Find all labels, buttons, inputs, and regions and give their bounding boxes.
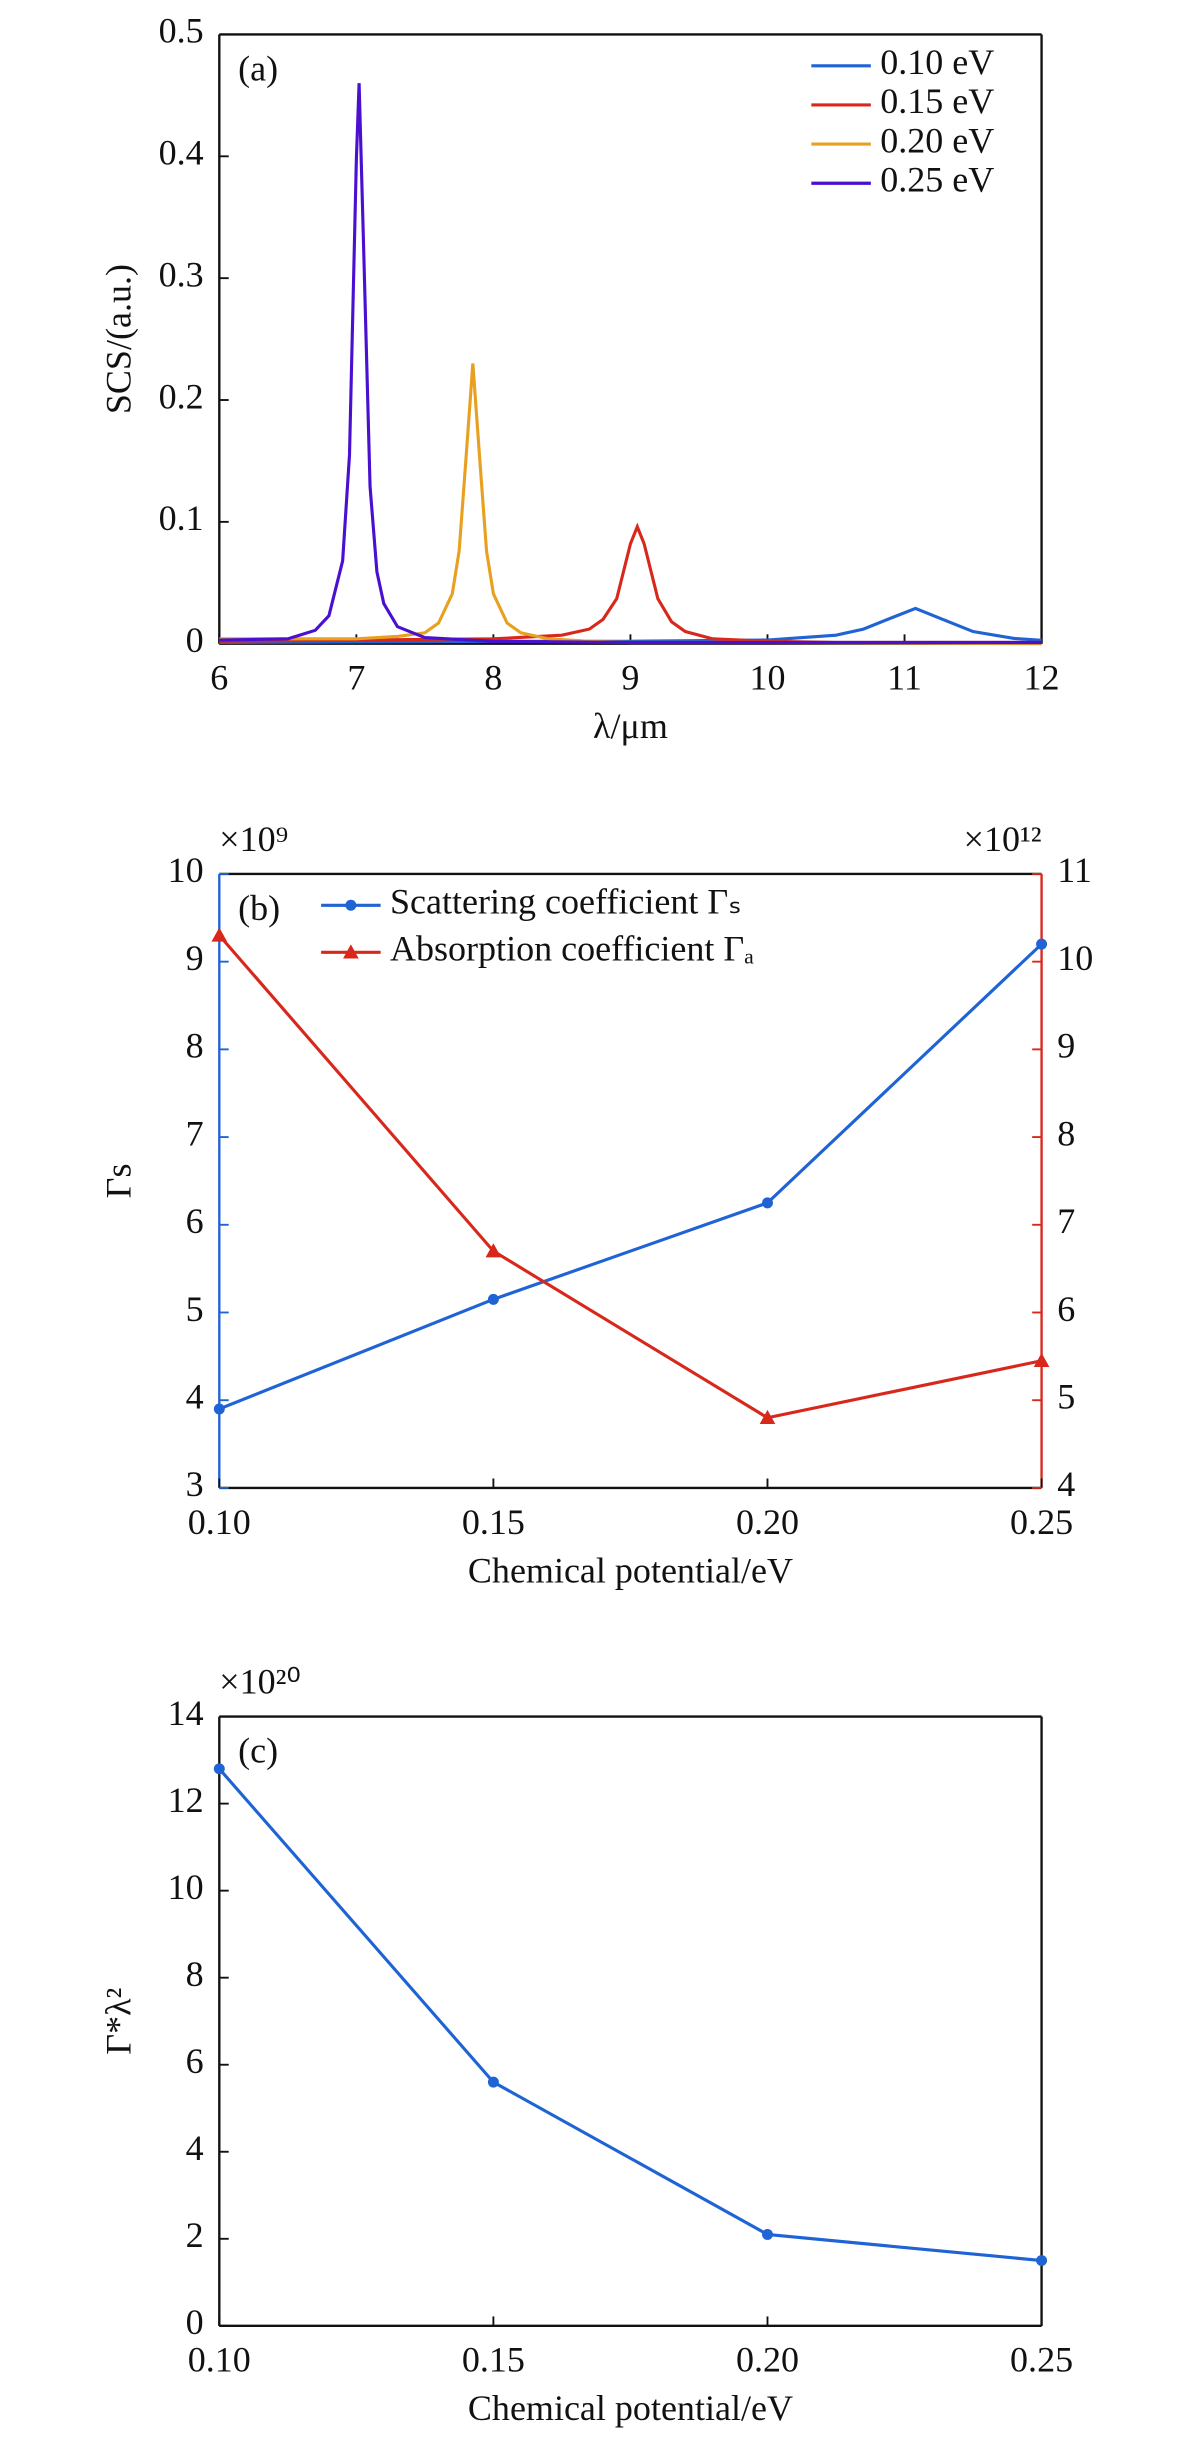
- y2-tick-label: 7: [1057, 1201, 1075, 1241]
- y-tick-label: 14: [168, 1693, 204, 1733]
- y-tick-label: 3: [186, 1464, 204, 1504]
- legend-label: 0.10 eV: [880, 42, 994, 82]
- legend-label: 0.20 eV: [880, 120, 994, 160]
- y2-multiplier: ×10¹²: [964, 819, 1042, 859]
- series-line: [218, 934, 1042, 1420]
- y2-tick-label: 10: [1057, 938, 1093, 978]
- y-axis-label: Γs: [98, 1164, 138, 1199]
- y-tick-label: 4: [186, 2128, 204, 2168]
- y2-tick-label: 8: [1057, 1113, 1075, 1153]
- point-marker: [759, 1409, 776, 1425]
- x-tick-label: 0.10: [188, 2340, 251, 2380]
- y2-tick-label: 9: [1057, 1026, 1075, 1066]
- panel-label: (c): [238, 1730, 278, 1770]
- series-line: [218, 942, 1043, 1411]
- x-tick-label: 0.10: [188, 1502, 251, 1542]
- x-tick-label: 6: [210, 658, 228, 698]
- series-line: [218, 1767, 1042, 2263]
- legend-label: Absorption coefficient Γₐ: [390, 929, 754, 969]
- point-marker: [485, 1243, 502, 1258]
- x-tick-label: 9: [621, 658, 639, 698]
- y-tick-label: 8: [186, 1026, 204, 1066]
- y-tick-label: 0.1: [159, 498, 204, 538]
- y-tick-label: 8: [186, 1954, 204, 1994]
- point-marker: [213, 1763, 225, 1775]
- x-axis-label: Chemical potential/eV: [468, 1550, 793, 1590]
- y-axis-label: SCS/(a.u.): [98, 264, 138, 414]
- panel-label: (b): [238, 888, 280, 928]
- x-tick-label: 12: [1024, 658, 1060, 698]
- y2-tick-label: 4: [1057, 1464, 1075, 1504]
- y-multiplier: ×10⁹: [219, 819, 288, 859]
- y-tick-label: 0.2: [159, 376, 204, 416]
- point-marker: [213, 1403, 225, 1415]
- x-tick-label: 0.20: [736, 1502, 799, 1542]
- series-line: [219, 363, 1042, 646]
- x-tick-label: 7: [347, 658, 365, 698]
- y-tick-label: 0: [186, 2302, 204, 2342]
- y-tick-label: 6: [186, 1201, 204, 1241]
- x-tick-label: 11: [887, 658, 922, 698]
- x-tick-label: 0.15: [462, 1502, 525, 1542]
- x-tick-label: 10: [749, 658, 785, 698]
- y-tick-label: 9: [186, 938, 204, 978]
- y-tick-label: 0.3: [159, 254, 204, 294]
- point-marker: [487, 2076, 499, 2088]
- y-tick-label: 10: [168, 850, 204, 890]
- x-axis-label: λ/μm: [593, 706, 668, 746]
- y2-tick-label: 6: [1057, 1289, 1075, 1329]
- point-marker: [762, 1197, 773, 1209]
- legend-label: 0.15 eV: [880, 81, 994, 121]
- y-multiplier: ×10²⁰: [219, 1662, 301, 1702]
- x-tick-label: 0.25: [1010, 2340, 1073, 2380]
- y-tick-label: 10: [168, 1867, 204, 1907]
- point-marker: [1033, 1352, 1050, 1367]
- series-line: [219, 83, 1042, 645]
- x-tick-label: 0.25: [1010, 1502, 1073, 1542]
- legend-label: Scattering coefficient Γₛ: [390, 882, 742, 922]
- x-tick-label: 0.15: [462, 2340, 525, 2380]
- x-tick-label: 0.20: [736, 2340, 799, 2380]
- y-tick-label: 0: [186, 620, 204, 660]
- legend-marker: [345, 899, 357, 911]
- point-marker: [1036, 2255, 1048, 2267]
- legend-marker: [343, 944, 359, 959]
- y-tick-label: 7: [186, 1113, 204, 1153]
- y-tick-label: 12: [168, 1780, 204, 1820]
- point-marker: [487, 1293, 499, 1305]
- y2-tick-label: 5: [1057, 1376, 1075, 1416]
- x-tick-label: 8: [484, 658, 502, 698]
- point-marker: [1036, 938, 1048, 950]
- legend-label: 0.25 eV: [880, 160, 994, 200]
- y-tick-label: 0.4: [159, 133, 204, 173]
- y2-tick-label: 11: [1057, 850, 1092, 890]
- y-axis-label: Γ*λ²: [98, 1988, 138, 2055]
- y-tick-label: 0.5: [159, 11, 204, 51]
- y-tick-label: 4: [186, 1376, 204, 1416]
- y-tick-label: 5: [186, 1289, 204, 1329]
- x-axis-label: Chemical potential/eV: [468, 2388, 793, 2428]
- point-marker: [211, 927, 228, 942]
- y-tick-label: 2: [186, 2215, 204, 2255]
- point-marker: [762, 2228, 773, 2240]
- panel-label: (a): [238, 48, 278, 88]
- y-tick-label: 6: [186, 2041, 204, 2081]
